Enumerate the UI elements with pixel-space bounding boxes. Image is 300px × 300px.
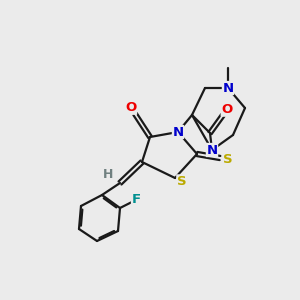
Text: S: S	[177, 175, 187, 188]
Text: N: N	[206, 143, 218, 157]
Text: F: F	[131, 194, 141, 206]
Text: O: O	[221, 103, 232, 116]
Text: N: N	[222, 82, 234, 94]
Text: O: O	[125, 101, 136, 114]
Text: N: N	[172, 125, 184, 139]
Text: S: S	[223, 153, 232, 166]
Text: H: H	[103, 169, 113, 182]
